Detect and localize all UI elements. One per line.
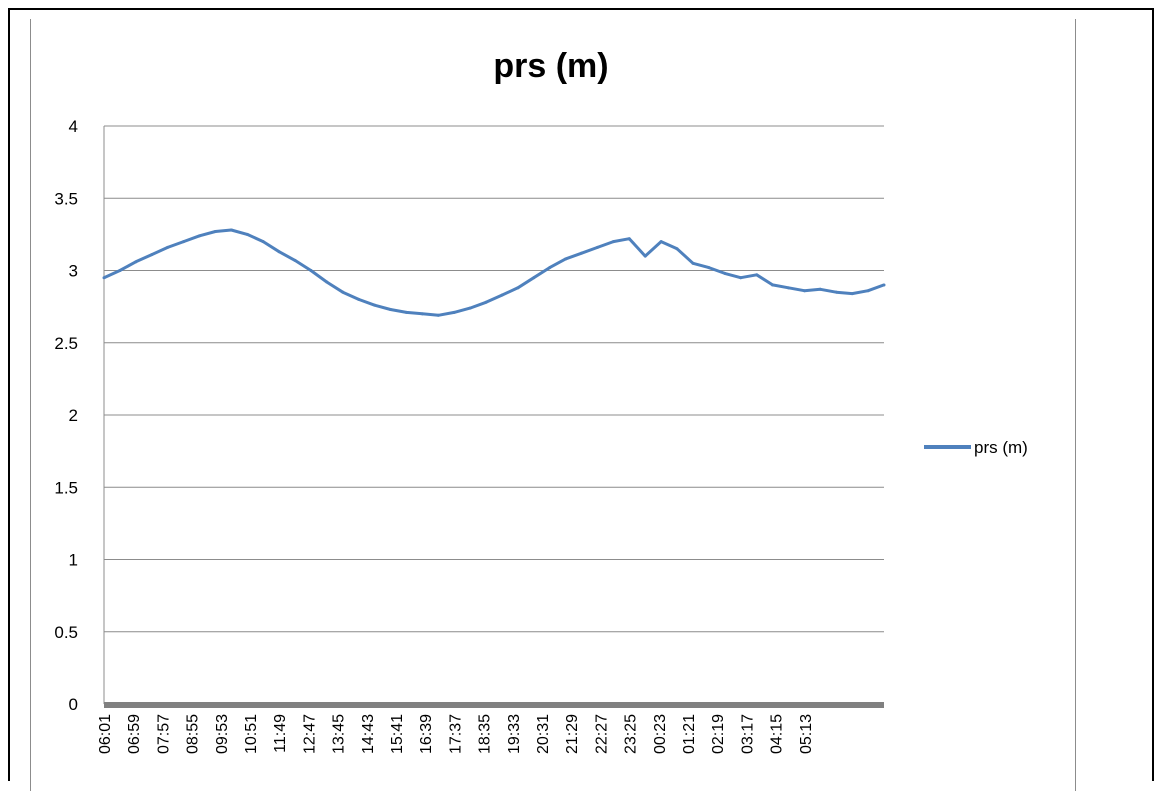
data-point	[341, 290, 345, 294]
y-tick-label: 2	[69, 406, 78, 425]
data-point	[373, 303, 377, 307]
y-tick-label: 4	[69, 117, 78, 136]
y-tick-label: 0.5	[54, 623, 78, 642]
x-tick-label: 16:39	[418, 714, 435, 754]
data-point	[102, 276, 106, 280]
x-tick-label: 22:27	[593, 714, 610, 754]
data-point	[611, 240, 615, 244]
x-tick-label: 05:13	[798, 714, 815, 754]
data-point	[643, 254, 647, 258]
data-point	[468, 306, 472, 310]
y-tick-label: 1	[69, 551, 78, 570]
y-axis-ticks: 0 0.5 1 1.5 2 2.5 3 3.5 4	[54, 117, 105, 714]
data-point	[150, 253, 154, 257]
data-point	[118, 269, 122, 272]
data-point	[500, 293, 504, 297]
x-tick-label: 09:53	[214, 714, 231, 754]
legend: prs (m)	[924, 438, 1028, 457]
x-tick-label: 15:41	[389, 714, 406, 754]
data-point	[771, 283, 775, 287]
x-tick-label: 13:45	[331, 714, 348, 754]
data-point	[420, 312, 424, 316]
x-tick-label: 08:55	[185, 714, 202, 754]
series-group	[102, 228, 886, 317]
x-tick-label: 17:37	[447, 714, 464, 754]
data-point	[436, 313, 440, 317]
data-point	[707, 266, 711, 270]
y-tick-label: 2.5	[54, 334, 78, 353]
data-point	[723, 271, 727, 275]
gridlines	[104, 125, 884, 633]
line-chart: prs (m) 0 0.5 1 1.5 2 2.5 3 3.5 4 06:01 06:59 07:5…	[54, 47, 1028, 754]
x-tick-label: 01:21	[681, 714, 698, 754]
chart-title: prs (m)	[493, 47, 608, 85]
x-tick-label: 10:51	[243, 714, 260, 754]
legend-label: prs (m)	[974, 438, 1028, 457]
data-point	[484, 300, 488, 304]
x-tick-label: 20:31	[535, 714, 552, 754]
data-point	[309, 269, 313, 272]
data-point	[802, 289, 806, 293]
data-point	[882, 283, 886, 287]
data-point	[739, 276, 743, 280]
data-point	[580, 251, 584, 255]
x-axis: 06:01 06:59 07:57 08:55 09:53 10:51 11:49 12:47…	[97, 702, 884, 754]
x-tick-label: 06:59	[126, 714, 143, 754]
y-tick-label: 0	[69, 695, 78, 714]
data-point	[166, 245, 170, 249]
data-point	[755, 273, 759, 277]
data-point	[134, 260, 138, 264]
series-line	[103, 228, 885, 317]
data-point	[659, 240, 663, 244]
x-tick-label: 23:25	[623, 714, 640, 754]
x-tick-label: 04:15	[769, 714, 786, 754]
data-point	[691, 261, 695, 265]
x-tick-label: 11:49	[272, 714, 289, 753]
x-tick-label: 06:01	[97, 714, 114, 754]
data-point	[325, 280, 329, 284]
x-tick-label: 18:35	[477, 714, 494, 754]
data-point	[245, 232, 249, 236]
y-tick-label: 1.5	[54, 478, 78, 497]
data-point	[213, 229, 217, 233]
y-tick-label: 3	[69, 262, 78, 281]
x-tick-label: 12:47	[301, 714, 318, 754]
data-point	[198, 234, 202, 238]
y-tick-label: 3.5	[54, 189, 78, 208]
data-point	[850, 292, 854, 296]
data-point	[277, 250, 281, 254]
data-point	[357, 297, 361, 301]
data-point	[627, 237, 631, 241]
data-point	[786, 286, 790, 290]
data-point	[532, 276, 536, 280]
data-point	[404, 310, 408, 314]
x-tick-label: 14:43	[360, 714, 377, 754]
data-point	[548, 266, 552, 270]
data-point	[293, 258, 297, 262]
data-point	[564, 257, 568, 261]
data-point	[452, 310, 456, 314]
x-tick-label: 07:57	[155, 714, 172, 754]
data-point	[818, 287, 822, 291]
data-point	[834, 290, 838, 294]
data-point	[389, 308, 393, 312]
data-point	[866, 289, 870, 293]
data-point	[675, 247, 679, 251]
x-tick-label: 21:29	[564, 714, 581, 754]
data-point	[516, 286, 520, 290]
x-tick-label: 02:19	[710, 714, 727, 754]
x-tick-label: 03:17	[739, 714, 756, 754]
chart-area: prs (m) 0 0.5 1 1.5 2 2.5 3 3.5 4 06:01 06:59 07:5…	[30, 19, 1076, 791]
chart-frame: prs (m) 0 0.5 1 1.5 2 2.5 3 3.5 4 06:01 06:59 07:5…	[8, 8, 1154, 791]
data-point	[229, 228, 233, 232]
x-tick-label: 00:23	[652, 714, 669, 754]
x-axis-line	[104, 702, 884, 708]
data-point	[595, 245, 599, 249]
data-point	[182, 240, 186, 244]
data-point	[261, 240, 265, 244]
x-tick-label: 19:33	[506, 714, 523, 754]
